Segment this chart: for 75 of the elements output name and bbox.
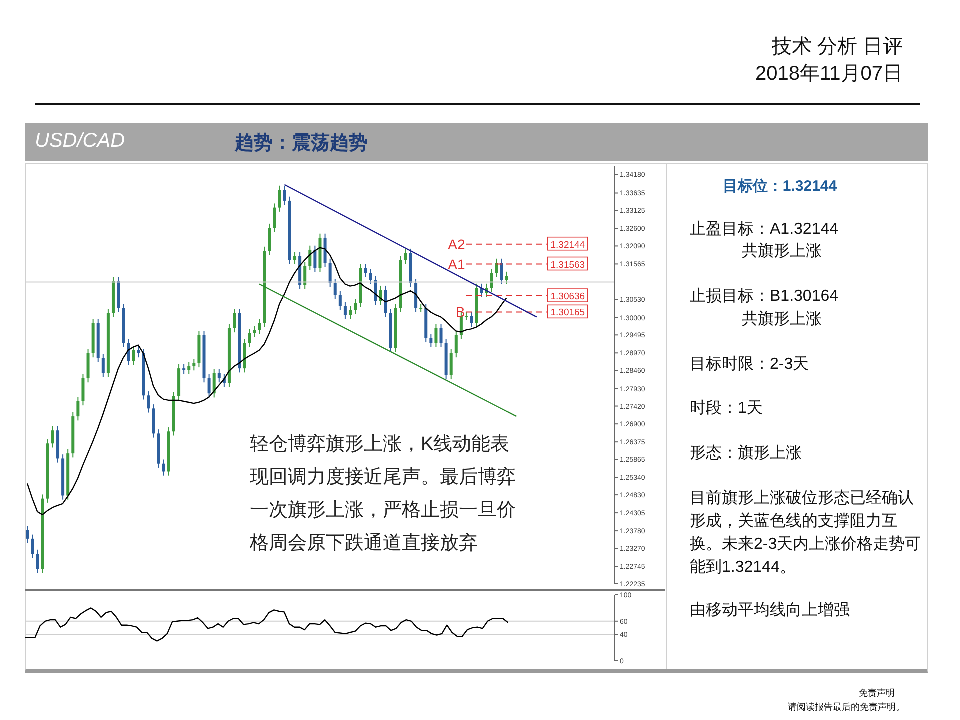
candlestick	[470, 312, 474, 328]
candlestick	[102, 354, 105, 378]
candlestick	[384, 285, 388, 318]
candlestick	[404, 248, 408, 265]
candlestick	[273, 203, 276, 233]
text: 免责声明	[858, 687, 895, 700]
candlestick	[364, 264, 368, 278]
candlestick	[82, 374, 85, 406]
annotation: 1.30636	[550, 292, 586, 303]
candlestick	[278, 185, 282, 212]
text: 请阅读报告最后的免责声明。	[787, 701, 905, 714]
candlestick	[308, 245, 312, 271]
candlestick	[188, 362, 191, 375]
candlestick	[495, 258, 498, 278]
candlestick	[76, 396, 80, 422]
candlestick	[258, 318, 262, 335]
candlestick	[233, 308, 236, 334]
candlestick	[127, 338, 130, 366]
candlestick	[137, 346, 140, 358]
candlestick	[369, 268, 372, 285]
candlestick	[268, 223, 272, 256]
chart-subtitle: 趋势：震荡趋势	[235, 132, 368, 156]
candlestick	[294, 252, 297, 265]
text: 技术 分析 日评	[772, 35, 903, 60]
candlestick	[218, 368, 221, 384]
candlestick	[304, 261, 307, 290]
candlestick	[248, 328, 252, 348]
ref-line-label: A1	[448, 256, 466, 272]
candlestick	[434, 324, 438, 348]
text: 目前旗形上涨破位形态已经确认形成，关蓝色线的支撑阻力互换。未来2-3天内上涨价格走势可能到1.32144。	[690, 488, 922, 578]
candlestick	[344, 302, 347, 320]
candlestick	[348, 306, 352, 320]
candlestick	[36, 549, 40, 574]
candlestick	[354, 298, 358, 315]
text: 形态：旗形上涨	[690, 444, 803, 464]
annotation: 轻仓博弈旗形上涨，K线动能表现回调力度接近尾声。最后博弈一次旗形上涨，严格止损一旦价格周会原下跌通道直接放弃	[250, 428, 518, 560]
text: 目标位：1.32144	[722, 177, 838, 197]
candlestick	[147, 391, 150, 414]
text: 时段：1天	[690, 399, 764, 419]
candlestick	[253, 326, 256, 338]
line-series	[25, 608, 509, 642]
candlestick	[334, 278, 337, 300]
ref-line-label: A2	[448, 236, 466, 252]
candlestick	[440, 324, 443, 348]
candlestick	[430, 334, 433, 348]
candlestick	[490, 268, 494, 293]
candlestick	[454, 330, 458, 358]
candlestick	[182, 364, 186, 375]
candlestick	[132, 346, 136, 366]
text: 2018年11月07日	[756, 62, 903, 87]
candlestick	[505, 271, 508, 285]
candlestick	[208, 374, 211, 398]
candlestick	[51, 426, 54, 448]
text: 共旗形上涨	[742, 310, 823, 330]
text: 共旗形上涨	[742, 242, 823, 262]
annotation: 1.30165	[550, 308, 586, 319]
text: 止损目标：B1.30164	[690, 287, 840, 307]
candlestick	[500, 258, 504, 285]
ref-line-label: B	[456, 304, 466, 320]
text: 目标时限：2-3天	[690, 355, 810, 375]
candlestick	[31, 534, 34, 559]
candlestick	[26, 526, 30, 544]
chart-title: USD/CAD	[35, 130, 126, 153]
candlestick	[314, 245, 317, 273]
candlestick	[420, 304, 423, 313]
candlestick	[328, 258, 332, 288]
candlestick	[162, 459, 166, 476]
text: 止盈目标：A1.32144	[690, 220, 840, 240]
annotation: 1.31563	[550, 260, 586, 271]
candlestick	[283, 185, 286, 206]
candlestick	[450, 348, 453, 380]
annotation: 1.32144	[550, 240, 586, 251]
text: 由移动平均线向上增强	[690, 601, 851, 621]
candlestick	[192, 358, 196, 372]
candlestick	[338, 290, 342, 311]
